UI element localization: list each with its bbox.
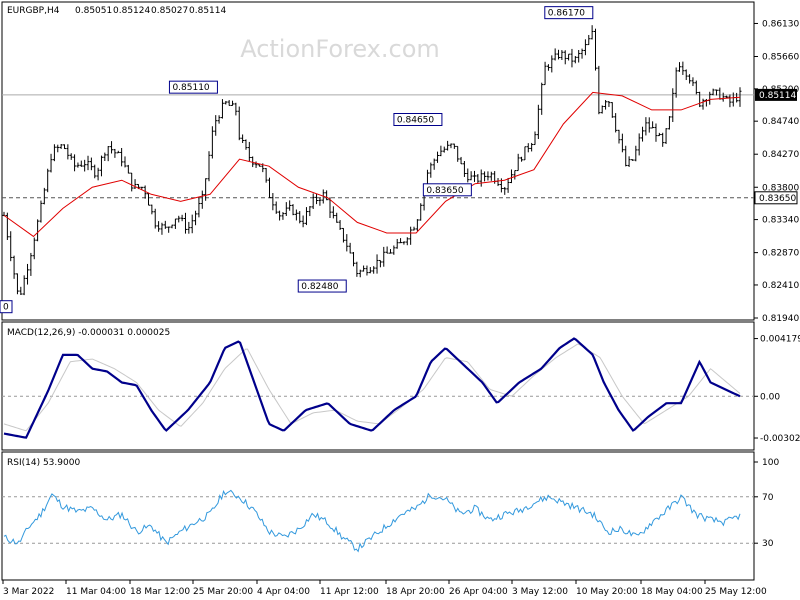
macd-y-axis: 0.004179 0.00 -0.003022 — [754, 335, 800, 444]
ohlc-open: 0.85051 — [75, 6, 112, 16]
chart-symbol: EURGBP,H4 — [7, 6, 60, 16]
x-tick-label: 11 Mar 04:00 — [66, 587, 126, 597]
rsi-line — [3, 489, 741, 553]
x-tick-label: 3 Mar 2022 — [3, 587, 54, 597]
macd-tick-label: 0.004179 — [760, 335, 800, 345]
macd-tick-label: 0.00 — [760, 392, 780, 402]
rsi-tick-label: 30 — [762, 539, 774, 549]
price-annotations: 0.85110 0.84650 0.83650 0.82480 0.86170 0 — [0, 6, 594, 314]
x-tick-label: 10 May 20:00 — [576, 587, 638, 597]
price-annotation-label: 0.83650 — [426, 186, 463, 196]
price-tick-label: 0.83800 — [762, 183, 799, 193]
price-panel: ActionForex.com EURGBP,H4 0.85051 0.8512… — [0, 1, 799, 324]
ohlc-high: 0.85124 — [113, 6, 150, 16]
price-tick-label: 0.83340 — [762, 216, 799, 226]
price-annotation-box — [422, 183, 472, 197]
ohlc-low: 0.85027 — [151, 6, 188, 16]
x-tick-label: 4 Apr 04:00 — [257, 587, 310, 597]
price-annotation-label: 0 — [3, 303, 9, 313]
macd-panel: MACD(12,26,9) -0.000031 0.000025 0.00417… — [1, 321, 800, 451]
current-price-tag-label: 0.85114 — [759, 91, 796, 101]
macd-series — [2, 337, 754, 439]
price-tick-label: 0.81940 — [762, 314, 799, 324]
price-annotation-label: 0.85110 — [172, 83, 209, 93]
price-reference-lines — [2, 94, 754, 199]
x-tick-label: 3 May 12:00 — [512, 587, 568, 597]
current-price-tag — [755, 88, 797, 101]
price-annotation-box — [168, 80, 218, 94]
rsi-tick-label: 70 — [762, 493, 774, 503]
price-tick-label: 0.84740 — [762, 117, 799, 127]
x-tick-label: 25 May 12:00 — [705, 587, 767, 597]
x-tick-label: 18 Mar 12:00 — [130, 587, 190, 597]
macd-line — [3, 337, 741, 439]
price-tick-label: 0.85660 — [762, 53, 799, 63]
price-annotation-box — [0, 300, 13, 314]
macd-signal-line — [3, 343, 741, 432]
support-tag-label: 0.83650 — [759, 194, 796, 204]
moving-average-line — [3, 91, 741, 238]
x-tick-label: 25 Mar 20:00 — [193, 587, 253, 597]
macd-tick-label: -0.003022 — [760, 434, 800, 444]
watermark: ActionForex.com — [240, 35, 440, 63]
price-y-axis: 0.861300.856600.852000.847400.842700.838… — [754, 19, 799, 324]
price-tick-label: 0.82870 — [762, 249, 799, 259]
ohlc-close: 0.85114 — [189, 6, 226, 16]
rsi-title: RSI(14) 53.9000 — [7, 458, 80, 468]
x-tick-label: 26 Apr 04:00 — [449, 587, 508, 597]
x-tick-label: 18 May 04:00 — [641, 587, 703, 597]
price-annotation-box — [297, 279, 347, 293]
time-axis: 3 Mar 2022 11 Mar 04:00 18 Mar 12:00 25 Mar… — [2, 580, 767, 597]
price-annotation-label: 0.86170 — [548, 9, 585, 19]
price-tags: 0.85114 0.83650 — [754, 88, 798, 205]
price-tick-label: 0.84270 — [762, 150, 799, 160]
support-tag — [754, 191, 798, 205]
rsi-y-axis: 100 70 30 — [754, 458, 779, 549]
price-annotation-box — [544, 6, 594, 20]
price-series — [2, 25, 742, 296]
x-tick-label: 11 Apr 12:00 — [320, 587, 379, 597]
rsi-series — [2, 489, 754, 553]
rsi-tick-label: 100 — [762, 458, 779, 468]
price-tick-label: 0.82410 — [762, 281, 799, 291]
price-annotation-label: 0.82480 — [301, 282, 338, 292]
price-annotation-box — [393, 113, 443, 127]
x-tick-label: 18 Apr 20:00 — [386, 587, 445, 597]
macd-title: MACD(12,26,9) -0.000031 0.000025 — [7, 328, 170, 338]
price-annotation-label: 0.84650 — [397, 116, 434, 126]
price-tick-label: 0.86130 — [762, 19, 799, 29]
rsi-panel: RSI(14) 53.9000 100 70 30 — [1, 451, 779, 581]
